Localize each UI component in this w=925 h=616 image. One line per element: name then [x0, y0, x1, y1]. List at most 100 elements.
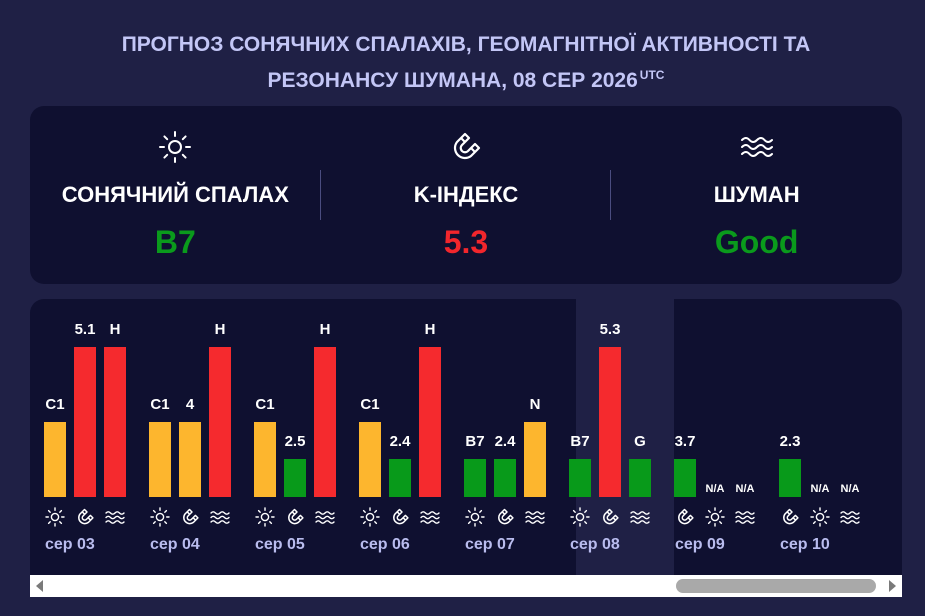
kindex-bar	[179, 422, 201, 497]
summary-kindex: K-ІНДЕКС 5.3	[321, 106, 612, 284]
scrollbar-thumb[interactable]	[676, 579, 876, 593]
schumann-bar-label: H	[109, 321, 121, 338]
solar-bar	[464, 459, 486, 497]
magnet-icon	[453, 132, 481, 160]
summary-panel: СОНЯЧНИЙ СПАЛАХ B7 K-ІНДЕКС 5.3 ШУМАН Go…	[30, 106, 902, 284]
waves-icon	[105, 511, 125, 524]
schumann-bar-label: H	[319, 321, 331, 338]
day-label: сер 05	[255, 536, 305, 553]
kindex-bar-label: 2.5	[284, 433, 306, 450]
waves-icon	[525, 511, 545, 524]
day-label: сер 06	[360, 536, 410, 553]
magnet-icon	[393, 508, 409, 525]
magnet-icon	[78, 508, 94, 525]
kindex-bar	[674, 459, 696, 497]
kindex-bar-label: 5.3	[599, 321, 621, 338]
day-label: сер 03	[45, 536, 95, 553]
solar-bar	[149, 422, 171, 497]
solar-bar-label: B7	[570, 433, 590, 450]
kindex-value: 5.3	[443, 224, 489, 260]
day-label: сер 04	[150, 536, 200, 553]
kindex-bar-label: 3.7	[674, 433, 696, 450]
page-title: ПРОГНОЗ СОНЯЧНИХ СПАЛАХІВ, ГЕОМАГНІТНОЇ …	[30, 30, 902, 96]
kindex-label: K-ІНДЕКС	[413, 182, 519, 207]
schumann-bar-label: N	[529, 396, 541, 413]
kindex-bar-label: 5.1	[74, 321, 96, 338]
day-label: сер 07	[465, 536, 515, 553]
magnet-icon	[288, 508, 304, 525]
kindex-bar	[494, 459, 516, 497]
day-label: сер 10	[780, 536, 830, 553]
summary-solar: СОНЯЧНИЙ СПАЛАХ B7	[30, 106, 321, 284]
magnet-icon	[498, 508, 514, 525]
waves-icon	[740, 137, 773, 157]
magnet-icon	[603, 508, 619, 525]
solar-bar	[359, 422, 381, 497]
schumann-label: ШУМАН	[713, 182, 800, 207]
horizontal-scrollbar[interactable]	[30, 575, 902, 597]
utc-label: UTC	[639, 68, 665, 82]
magnet-icon	[783, 508, 799, 525]
schumann-bar	[629, 459, 651, 497]
schumann-bar	[104, 347, 126, 497]
kindex-bar-label: 2.3	[779, 433, 801, 450]
schumann-bar	[419, 347, 441, 497]
schumann-na-label: N/A	[735, 483, 755, 495]
kindex-bar	[779, 459, 801, 497]
forecast-chart[interactable]: C1 5.1 H C1 4 H C1 2.5 H C1 2.4 H B7 2.4 N B7 5.3 G 3.7 N/A…	[30, 299, 902, 597]
sun-icon	[45, 507, 65, 527]
magnet-icon	[183, 508, 199, 525]
solar-bar-label: C1	[45, 396, 65, 413]
divider	[610, 170, 612, 220]
sun-icon	[255, 507, 275, 527]
kindex-bar	[284, 459, 306, 497]
schumann-bar-label: G	[634, 433, 646, 450]
waves-icon	[840, 511, 860, 524]
waves-icon	[315, 511, 335, 524]
schumann-bar	[314, 347, 336, 497]
sun-icon	[159, 131, 192, 163]
schumann-bar	[524, 422, 546, 497]
title-line-2-text: РЕЗОНАНСУ ШУМАНА, 08 СЕР 2026	[267, 69, 638, 92]
schumann-bar-label: H	[214, 321, 226, 338]
schumann-value: Good	[714, 224, 799, 260]
magnet-icon	[678, 508, 694, 525]
sun-icon	[360, 507, 380, 527]
solar-bar	[569, 459, 591, 497]
kindex-bar-label: 2.4	[494, 433, 516, 450]
solar-bar-label: C1	[255, 396, 275, 413]
scroll-left-arrow-icon[interactable]	[36, 580, 43, 592]
solar-bar	[254, 422, 276, 497]
solar-bar-label: C1	[360, 396, 380, 413]
solar-bar	[44, 422, 66, 497]
title-line-1: ПРОГНОЗ СОНЯЧНИХ СПАЛАХІВ, ГЕОМАГНІТНОЇ …	[121, 33, 811, 56]
solar-bar-label: B7	[465, 433, 485, 450]
summary-schumann: ШУМАН Good	[611, 106, 902, 284]
sun-icon	[705, 507, 725, 527]
bars-area: C1 5.1 H C1 4 H C1 2.5 H C1 2.4 H B7 2.4 N B7 5.3 G 3.7 N/A…	[30, 299, 902, 497]
scroll-right-arrow-icon[interactable]	[889, 580, 896, 592]
solar-label: СОНЯЧНИЙ СПАЛАХ	[61, 182, 289, 207]
kindex-bar	[74, 347, 96, 497]
sun-icon	[150, 507, 170, 527]
solar-na-label: N/A	[705, 483, 725, 495]
sun-icon	[570, 507, 590, 527]
today-highlight	[576, 299, 674, 575]
title-line-2: РЕЗОНАНСУ ШУМАНА, 08 СЕР 2026 UTC	[30, 60, 902, 96]
sun-icon	[810, 507, 830, 527]
sun-icon	[465, 507, 485, 527]
schumann-na-label: N/A	[840, 483, 860, 495]
solar-bar-label: C1	[150, 396, 170, 413]
kindex-bar	[389, 459, 411, 497]
waves-icon	[630, 511, 650, 524]
day-label: сер 09	[675, 536, 725, 553]
waves-icon	[210, 511, 230, 524]
waves-icon	[735, 511, 755, 524]
kindex-bar-label: 4	[185, 396, 195, 413]
schumann-bar	[209, 347, 231, 497]
kindex-bar-label: 2.4	[389, 433, 411, 450]
solar-value: B7	[154, 224, 196, 260]
waves-icon	[420, 511, 440, 524]
schumann-bar-label: H	[424, 321, 436, 338]
solar-na-label: N/A	[810, 483, 830, 495]
